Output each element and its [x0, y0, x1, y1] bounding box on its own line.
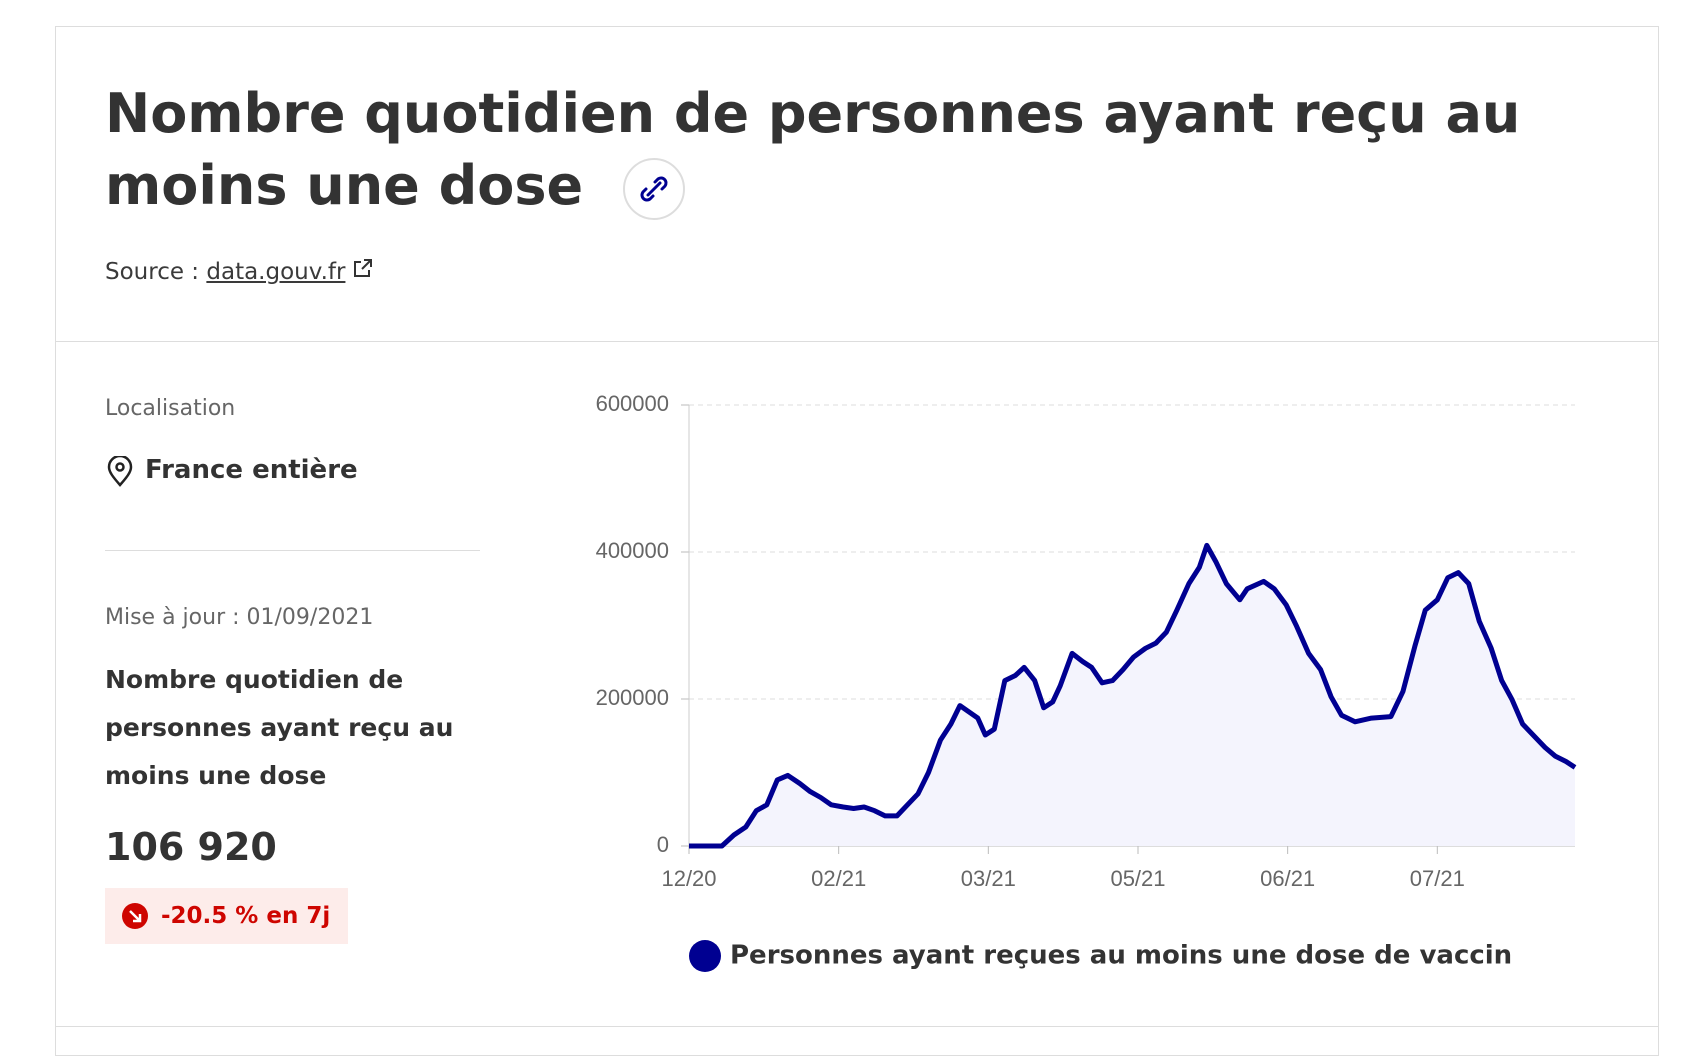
y-tick-label: 200000 — [596, 685, 669, 710]
title-text: Nombre quotidien de personnes ayant reçu… — [105, 82, 1521, 217]
value: 106 920 — [105, 825, 277, 869]
divider — [55, 1026, 1659, 1027]
area — [689, 545, 1575, 846]
x-tick-label: 06/21 — [1260, 866, 1315, 891]
x-tick-label: 12/20 — [661, 866, 716, 891]
legend-label: Personnes ayant reçues au moins une dose… — [730, 941, 1512, 971]
pin-icon — [107, 456, 133, 487]
trend-icon — [122, 903, 148, 929]
updated: Mise à jour : 01/09/2021 — [105, 605, 374, 630]
legend-marker — [689, 940, 721, 972]
divider — [55, 341, 1659, 342]
source-link[interactable]: data.gouv.fr — [206, 259, 346, 285]
y-tick-label: 0 — [657, 832, 669, 857]
location-label: Localisation — [105, 396, 236, 421]
source-label: Source : — [105, 259, 200, 285]
line — [689, 542, 1577, 849]
trend: -20.5 % en 7j — [161, 903, 331, 929]
y-tick-label: 400000 — [596, 538, 669, 563]
x-tick-label: 02/21 — [811, 866, 866, 891]
x-tick-label: 05/21 — [1110, 866, 1165, 891]
y-tick-label: 600000 — [596, 391, 669, 416]
x-tick-label: 03/21 — [961, 866, 1016, 891]
title: Nombre quotidien de personnes ayant reçu… — [105, 78, 1625, 222]
link-button[interactable] — [622, 157, 686, 221]
x-tick-label: 07/21 — [1410, 866, 1465, 891]
divider — [105, 550, 480, 551]
external-icon — [354, 259, 373, 277]
indicator: Nombre quotidien de personnes ayant reçu… — [105, 665, 454, 790]
location: France entière — [145, 455, 358, 485]
trend-badge: -20.5 % en 7j — [105, 888, 349, 944]
source: Source : data.gouv.fr — [105, 257, 377, 285]
